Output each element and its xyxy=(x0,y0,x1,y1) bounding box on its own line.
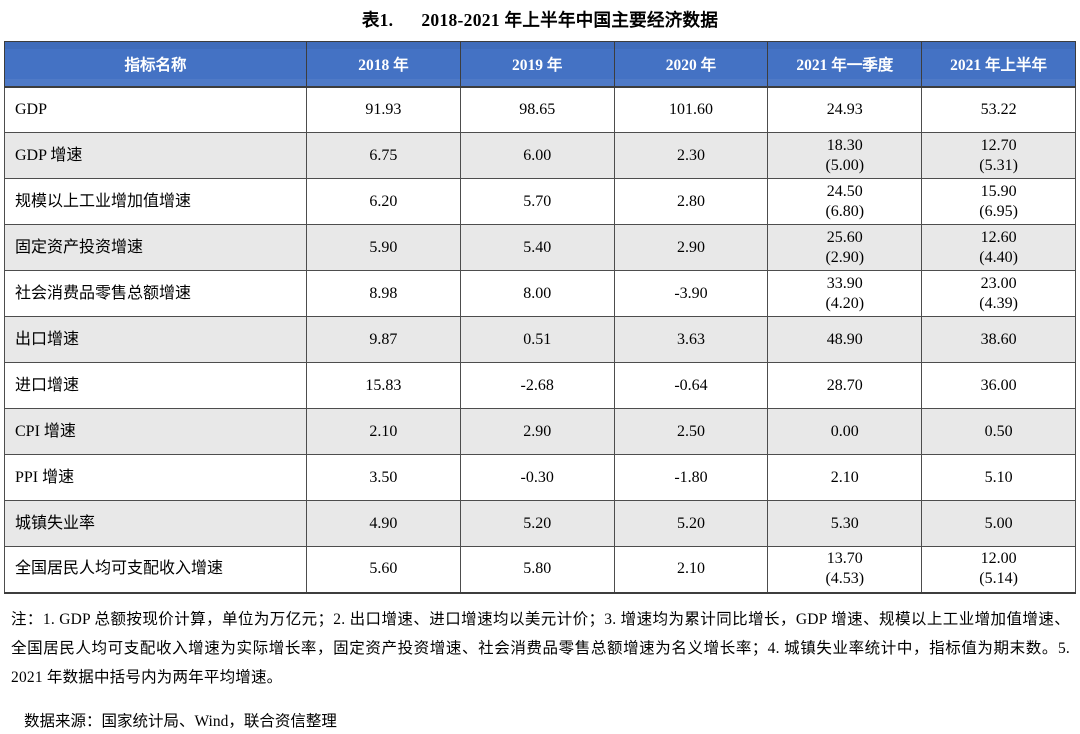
row-label: 规模以上工业增加值增速 xyxy=(3,178,308,225)
cell-value: 6.00 xyxy=(459,132,615,179)
cell-value: 8.98 xyxy=(306,270,461,317)
cell-value: 36.00 xyxy=(921,362,1076,409)
cell-value: 15.90 (6.95) xyxy=(921,178,1076,225)
cell-value: -0.64 xyxy=(613,362,769,409)
table-row: 全国居民人均可支配收入增速 5.60 5.80 2.10 13.70 (4.53) 12.… xyxy=(3,546,1076,593)
cell-value: 33.90 (4.20) xyxy=(767,270,923,317)
row-label: 社会消费品零售总额增速 xyxy=(3,270,308,317)
cell-value: 0.51 xyxy=(459,316,615,363)
cell-value: 5.10 xyxy=(921,454,1076,501)
cell-value: 5.80 xyxy=(459,546,615,593)
cell-value: 25.60 (2.90) xyxy=(767,224,923,271)
data-source-line: 数据来源：国家统计局、Wind，联合资信整理 xyxy=(24,712,337,730)
cell-value: 53.22 xyxy=(921,86,1076,133)
cell-value: 2.80 xyxy=(613,178,769,225)
page-title: 表1. 2018-2021 年上半年中国主要经济数据 xyxy=(4,7,1076,32)
row-label: 城镇失业率 xyxy=(3,500,308,547)
cell-value: 5.30 xyxy=(767,500,923,547)
table-row: 出口增速 9.87 0.51 3.63 48.90 38.60 xyxy=(3,316,1076,363)
cell-value: 2.90 xyxy=(459,408,615,455)
period-column-header: 2020 年 xyxy=(613,41,769,88)
cell-value: 5.40 xyxy=(459,224,615,271)
period-column-header: 2021 年上半年 xyxy=(921,41,1076,88)
row-label: 固定资产投资增速 xyxy=(3,224,308,271)
cell-value: 12.70 (5.31) xyxy=(921,132,1076,179)
cell-value: 4.90 xyxy=(306,500,461,547)
cell-value: -1.80 xyxy=(613,454,769,501)
cell-value: 5.60 xyxy=(306,546,461,593)
cell-value: 12.00 (5.14) xyxy=(921,546,1076,593)
row-label: CPI 增速 xyxy=(3,408,308,455)
cell-value: 2.10 xyxy=(767,454,923,501)
cell-value: 2.10 xyxy=(613,546,769,593)
cell-value: 0.00 xyxy=(767,408,923,455)
cell-value: 3.50 xyxy=(306,454,461,501)
cell-value: 18.30 (5.00) xyxy=(767,132,923,179)
cell-value: 98.65 xyxy=(459,86,615,133)
cell-value: 2.90 xyxy=(613,224,769,271)
cell-value: 48.90 xyxy=(767,316,923,363)
table-row: 城镇失业率 4.90 5.20 5.20 5.30 5.00 xyxy=(3,500,1076,547)
table-row: GDP 91.93 98.65 101.60 24.93 53.22 xyxy=(3,86,1076,133)
cell-value: 2.50 xyxy=(613,408,769,455)
cell-value: 2.30 xyxy=(613,132,769,179)
row-label: 全国居民人均可支配收入增速 xyxy=(3,546,308,593)
table-row: 固定资产投资增速 5.90 5.40 2.90 25.60 (2.90) 12.60 (4… xyxy=(3,224,1076,271)
cell-value: 5.70 xyxy=(459,178,615,225)
table-header-row: 指标名称 2018 年 2019 年 2020 年 2021 年一季度 2021 年上半年 xyxy=(3,41,1076,88)
table-row: CPI 增速 2.10 2.90 2.50 0.00 0.50 xyxy=(3,408,1076,455)
row-label: GDP 增速 xyxy=(3,132,308,179)
table-number: 表1. xyxy=(361,10,394,30)
cell-value: 2.10 xyxy=(306,408,461,455)
table-row: 规模以上工业增加值增速 6.20 5.70 2.80 24.50 (6.80) 15.90… xyxy=(3,178,1076,225)
period-column-header: 2021 年一季度 xyxy=(767,41,923,88)
cell-value: 24.50 (6.80) xyxy=(767,178,923,225)
cell-value: 12.60 (4.40) xyxy=(921,224,1076,271)
cell-value: 5.20 xyxy=(613,500,769,547)
cell-value: 3.63 xyxy=(613,316,769,363)
table-row: 社会消费品零售总额增速 8.98 8.00 -3.90 33.90 (4.20) 23.0… xyxy=(3,270,1076,317)
cell-value: 101.60 xyxy=(613,86,769,133)
table-row: 进口增速 15.83 -2.68 -0.64 28.70 36.00 xyxy=(3,362,1076,409)
cell-value: -0.30 xyxy=(459,454,615,501)
cell-value: 91.93 xyxy=(306,86,461,133)
period-column-header: 2019 年 xyxy=(459,41,615,88)
table-title-text: 2018-2021 年上半年中国主要经济数据 xyxy=(421,10,719,30)
cell-value: 24.93 xyxy=(767,86,923,133)
economic-data-table: 指标名称 2018 年 2019 年 2020 年 2021 年一季度 2021 年上半年… xyxy=(3,41,1076,594)
cell-value: 38.60 xyxy=(921,316,1076,363)
cell-value: -2.68 xyxy=(459,362,615,409)
cell-value: 5.20 xyxy=(459,500,615,547)
indicator-column-header: 指标名称 xyxy=(3,41,308,88)
row-label: PPI 增速 xyxy=(3,454,308,501)
row-label: GDP xyxy=(3,86,308,133)
cell-value: 23.00 (4.39) xyxy=(921,270,1076,317)
period-column-header: 2018 年 xyxy=(306,41,461,88)
cell-value: 5.90 xyxy=(306,224,461,271)
cell-value: 9.87 xyxy=(306,316,461,363)
cell-value: 6.20 xyxy=(306,178,461,225)
table-notes: 注：1. GDP 总额按现价计算，单位为万亿元；2. 出口增速、进口增速均以美元… xyxy=(11,610,1070,686)
cell-value: 5.00 xyxy=(921,500,1076,547)
cell-value: -3.90 xyxy=(613,270,769,317)
cell-value: 15.83 xyxy=(306,362,461,409)
table-row: PPI 增速 3.50 -0.30 -1.80 2.10 5.10 xyxy=(3,454,1076,501)
cell-value: 8.00 xyxy=(459,270,615,317)
cell-value: 13.70 (4.53) xyxy=(767,546,923,593)
row-label: 出口增速 xyxy=(3,316,308,363)
cell-value: 6.75 xyxy=(306,132,461,179)
cell-value: 0.50 xyxy=(921,408,1076,455)
cell-value: 28.70 xyxy=(767,362,923,409)
row-label: 进口增速 xyxy=(3,362,308,409)
table-row: GDP 增速 6.75 6.00 2.30 18.30 (5.00) 12.70 (5.3… xyxy=(3,132,1076,179)
